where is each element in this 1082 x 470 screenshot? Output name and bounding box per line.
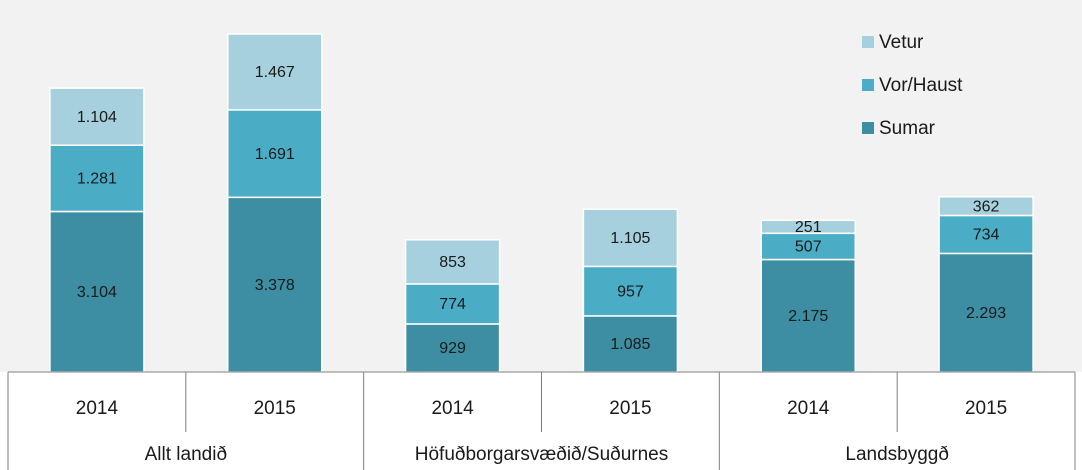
data-label: 1.104 [77,109,117,126]
plot-area [0,0,1082,372]
bar-segment [49,87,145,146]
bar-segment [760,219,856,235]
group-label: Landsbyggð [845,444,949,465]
data-label: 1.281 [77,171,117,188]
x-tick-label: 2015 [965,398,1007,419]
legend-label: Sumar [879,118,936,139]
x-tick-label: 2014 [787,398,830,419]
data-label: 1.085 [610,336,650,353]
bar-segment [404,239,501,285]
data-label: 853 [439,254,466,271]
bar-segment [582,208,679,268]
data-label: 1.691 [255,146,295,163]
legend-label: Vor/Haust [879,75,963,96]
legend-swatch [862,36,874,48]
x-tick-label: 2014 [431,398,474,419]
data-label: 734 [973,227,1000,244]
group-label: Höfuðborgarsvæðið/Suðurnes [415,444,669,465]
x-tick-label: 2015 [254,398,296,419]
data-label: 2.293 [966,305,1006,322]
x-tick-label: 2014 [76,398,119,419]
bar-segment [227,196,323,373]
data-label: 1.467 [255,64,295,81]
bar-segment [938,214,1034,255]
bar-segment [49,144,145,213]
bar-segment [582,265,679,317]
legend-label: Vetur [879,32,924,53]
data-label: 1.105 [610,230,650,247]
x-tick-label: 2015 [609,398,651,419]
bar-segment [938,195,1034,217]
data-label: 929 [439,340,466,357]
bar-segment [49,210,145,373]
data-label: 507 [795,239,822,256]
bar-segment [938,252,1034,373]
data-label: 3.378 [255,277,295,294]
data-label: 957 [617,283,644,300]
data-label: 2.175 [788,308,828,325]
legend-swatch [862,79,874,91]
bar-segment [227,109,323,199]
bar-segment [227,33,323,111]
data-label: 3.104 [77,284,117,301]
data-label: 774 [439,296,466,313]
bar-segment [404,283,501,325]
group-label: Allt landið [145,444,227,465]
legend-swatch [862,122,874,134]
data-label: 362 [973,198,1000,215]
bar-segment [582,315,679,373]
data-label: 251 [795,219,822,236]
